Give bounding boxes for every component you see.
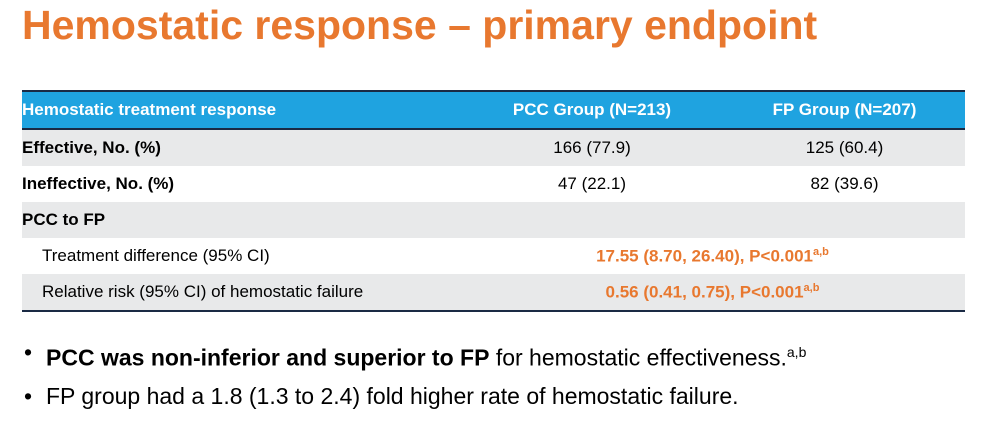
results-table: Hemostatic treatment response PCC Group … [22,90,965,312]
footnote-marker: a,b [803,281,820,294]
header-response: Hemostatic treatment response [22,90,460,130]
treatment-difference-value: 17.55 (8.70, 26.40), P<0.001 [596,246,813,266]
bullet-bold-text: PCC was non-inferior and superior to FP [46,344,490,371]
row-label-ineffective: Ineffective, No. (%) [22,174,175,193]
cell-pcc-effective: 166 (77.9) [460,129,724,166]
bullet-dot: • [24,339,33,365]
slide-title: Hemostatic response – primary endpoint [22,2,818,48]
header-fp-group: FP Group (N=207) [724,90,965,130]
table-row: Effective, No. (%) 166 (77.9) 125 (60.4) [22,129,965,166]
bullet-text: FP group had a 1.8 (1.3 to 2.4) fold hig… [46,382,739,409]
bullet-item: • FP group had a 1.8 (1.3 to 2.4) fold hi… [22,377,972,415]
cell-pcc-ineffective: 47 (22.1) [557,174,627,193]
cell-treatment-difference: 17.55 (8.70, 26.40), P<0.001a,b [460,238,965,274]
bullet-text: for hemostatic effectiveness. [489,344,787,371]
table-row: Ineffective, No. (%) 47 (22.1) 82 (39.6) [22,166,965,202]
row-label-effective: Effective, No. (%) [22,129,460,166]
table-row: Relative risk (95% CI) of hemostatic fai… [22,274,965,312]
bullet-dot: • [24,382,33,409]
table-header-row: Hemostatic treatment response PCC Group … [22,90,965,130]
relative-risk-value: 0.56 (0.41, 0.75), P<0.001 [605,282,804,302]
row-label-relative-risk: Relative risk (95% CI) of hemostatic fai… [22,274,460,312]
cell-relative-risk: 0.56 (0.41, 0.75), P<0.001a,b [460,274,965,312]
bullet-item: • PCC was non-inferior and superior to FP… [22,333,972,377]
table-row: PCC to FP [22,202,965,238]
cell-fp-ineffective: 82 (39.6) [810,174,879,193]
conclusion-bullets: • PCC was non-inferior and superior to FP… [22,333,972,415]
section-label-pcc-to-fp: PCC to FP [22,202,460,238]
cell-fp-effective: 125 (60.4) [724,129,965,166]
footnote-marker: a,b [813,245,829,258]
footnote-marker: a,b [786,344,807,360]
row-label-treatment-difference: Treatment difference (95% CI) [42,246,270,265]
table-row: Treatment difference (95% CI) 17.55 (8.7… [22,238,965,274]
header-pcc-group: PCC Group (N=213) [460,90,724,130]
